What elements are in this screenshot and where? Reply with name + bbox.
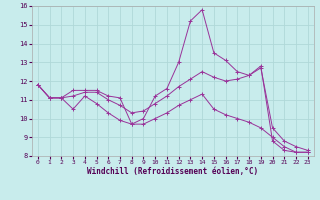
X-axis label: Windchill (Refroidissement éolien,°C): Windchill (Refroidissement éolien,°C) (87, 167, 258, 176)
